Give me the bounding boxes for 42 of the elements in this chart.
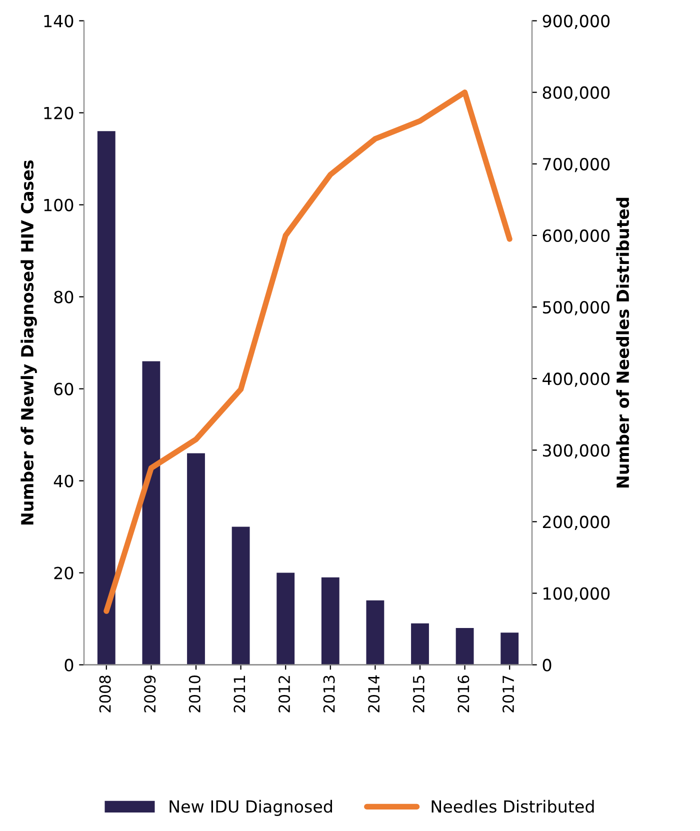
y-tick-label: 20 <box>54 566 74 580</box>
x-tick-label: 2017 <box>502 676 514 712</box>
y2-tick-label: 900,000 <box>542 14 610 30</box>
x-tick-label: 2010 <box>188 676 200 712</box>
x-tick-label: 2014 <box>368 675 380 712</box>
bar <box>321 577 340 665</box>
bar <box>411 623 429 665</box>
y-axis-title: Number of Newly Diagnosed HIV Cases <box>20 160 37 524</box>
bar <box>276 572 295 665</box>
y2-tick-label: 400,000 <box>542 372 610 387</box>
y-tick-label: 0 <box>64 658 74 672</box>
y2-tick-label: 300,000 <box>542 444 610 458</box>
x-tick-label: 2015 <box>412 676 424 712</box>
y2-tick-label: 100,000 <box>544 587 610 602</box>
bar <box>97 131 116 665</box>
legend-label: New IDU Diagnosed <box>170 800 332 816</box>
bar <box>232 526 250 665</box>
y-tick-label: 100 <box>44 198 74 212</box>
y2-tick-label: 800,000 <box>542 86 610 101</box>
x-tick-label: 2013 <box>323 676 335 712</box>
x-tick-label: 2011 <box>234 676 246 712</box>
x-tick-label: 2012 <box>278 676 290 712</box>
bar <box>500 632 519 665</box>
bar <box>187 453 205 665</box>
y-tick-label: 60 <box>54 382 74 396</box>
y-tick-label: 140 <box>44 14 74 28</box>
legend-label: Needles Distributed <box>432 800 594 813</box>
y2-tick-label: 0 <box>542 658 552 672</box>
x-tick-label: 2016 <box>458 675 470 712</box>
y2-tick-label: 600,000 <box>542 229 610 244</box>
x-tick-label: 2008 <box>99 676 111 712</box>
x-tick-label: 2009 <box>144 676 156 712</box>
y2-tick-label: 200,000 <box>542 516 610 530</box>
y-tick-label: 120 <box>44 106 74 120</box>
y2-tick-label: 500,000 <box>543 300 610 316</box>
y-tick-label: 40 <box>54 474 74 488</box>
y2-tick-label: 700,000 <box>543 158 610 172</box>
bar <box>142 361 160 665</box>
y2-axis-title: Number of Needles Distributed <box>616 198 630 488</box>
bar <box>366 600 384 665</box>
y-tick-label: 80 <box>54 290 74 304</box>
bar <box>456 628 474 665</box>
